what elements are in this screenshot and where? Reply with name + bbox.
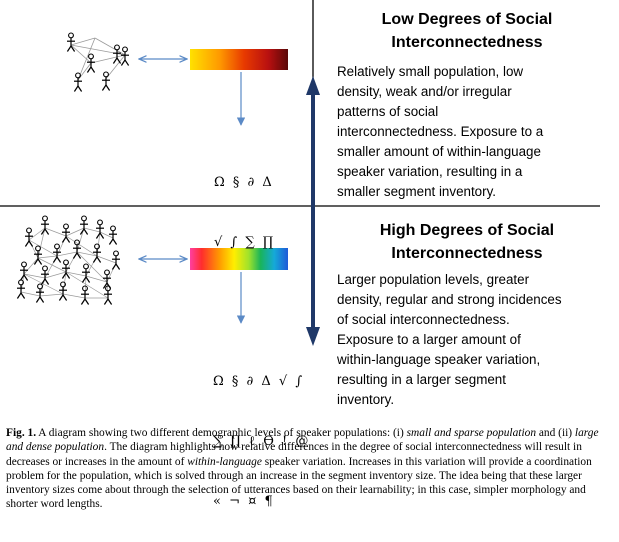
heading-low: Low Degrees of Social Interconnectedness [333,8,601,54]
heading-high-line1: High Degrees of Social [379,222,555,239]
description-line: Larger population levels, greater [337,272,530,287]
color-gradient-small [190,49,288,70]
diagram-canvas [0,0,600,346]
heading-low-line2: Interconnectedness [391,34,543,51]
stick-figure-icon [52,243,62,264]
description-line: smaller amount of within-language [337,144,541,159]
stick-figure-icon [35,283,45,304]
description-line: inventory. [337,392,395,407]
stick-figure-icon [61,259,71,280]
double-arrow-icon [306,76,320,346]
stick-figure-icon [95,219,105,240]
stick-figure-icon [73,72,83,93]
symbol-inventory-small: Ω § ∂ Δ √ ∫ ∑ ∏ [214,133,275,273]
stick-figure-icon [16,279,26,300]
small-population-network [66,32,130,93]
caption-italic: small and sparse population [406,427,537,439]
description-line: patterns of social [337,104,439,119]
heading-high: High Degrees of Social Interconnectednes… [333,219,601,265]
caption-text: speaker variation. Increases in this var… [6,455,592,511]
stick-figure-icon [66,32,76,53]
caption-text: . The diagram highlights how relative di… [6,441,582,468]
stick-figure-icon [101,71,111,92]
symbol-row: Ω § ∂ Δ √ ∫ [213,374,305,389]
description-line: density, regular and strong incidences [337,292,562,307]
stick-figure-icon [92,243,102,264]
color-gradient-large [190,248,288,270]
stick-figure-icon [86,53,96,74]
stick-figure-icon [40,265,50,286]
stick-figure-icon [24,227,34,248]
symbol-inventory-large: Ω § ∂ Δ √ ∫ ∑ ∏ ℓ ϴ ! @ « ¬ ¤ ¶ [213,332,310,532]
stick-figure-icon [80,285,90,306]
description-line: resulting in a larger segment [337,372,506,387]
description-line: interconnectedness. Exposure to a [337,124,544,139]
stick-figure-icon [103,285,113,306]
description-line: Relatively small population, low [337,64,524,79]
stick-figure-icon [120,46,130,67]
caption-text: and (ii) [536,427,575,439]
caption-italic: within-language [187,455,262,468]
stick-figure-icon [61,223,71,244]
heading-low-line1: Low Degrees of Social [381,11,553,28]
stick-figure-icon [111,250,121,271]
description-line: of social interconnectedness. [337,312,510,327]
description-high: Larger population levels, greater densit… [337,270,599,410]
figure-caption: Fig. 1. A diagram showing two different … [6,426,608,512]
stick-figure-icon [108,225,118,246]
large-population-network [16,215,121,306]
description-line: within-language speaker variation, [337,352,541,367]
description-line: Exposure to a larger amount of [337,332,521,347]
symbol-row: « ¬ ¤ ¶ [213,494,275,509]
stick-figure-icon [58,281,68,302]
description-low: Relatively small population, low density… [337,62,599,202]
symbol-row: √ ∫ ∑ ∏ [214,235,276,250]
description-line: speaker variation, resulting in a [337,164,523,179]
description-line: smaller segment inventory. [337,184,497,199]
heading-high-line2: Interconnectedness [391,245,543,262]
symbol-row: Ω § ∂ Δ [214,175,274,190]
caption-text: A diagram showing two different demograp… [36,427,407,439]
caption-fig-label: Fig. 1. [6,427,37,439]
stick-figure-icon [79,215,89,236]
stick-figure-icon [40,215,50,236]
caption-italic: large and dense population [6,427,599,454]
description-line: density, weak and/or irregular [337,84,512,99]
symbol-row: ∑ ∏ ℓ ϴ ! @ [213,434,311,449]
